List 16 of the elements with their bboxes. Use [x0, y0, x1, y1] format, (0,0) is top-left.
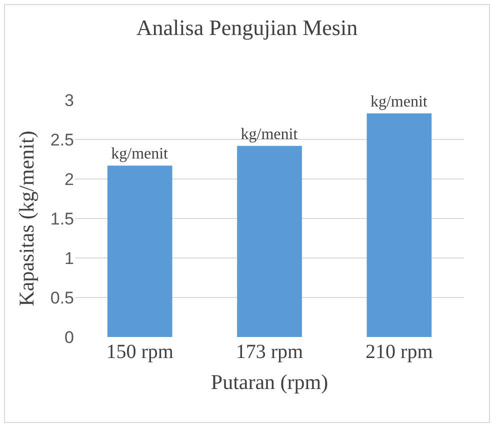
y-tick-label: 2	[64, 170, 74, 189]
x-tick-label: 173 rpm	[236, 341, 304, 363]
y-tick-label: 0.5	[50, 288, 74, 308]
chart-title: Analisa Pengujian Mesin	[136, 14, 358, 40]
x-tick-label: 210 rpm	[366, 341, 434, 363]
data-label: kg/menit	[240, 126, 298, 143]
x-axis-title: Putaran (rpm)	[210, 370, 328, 394]
y-tick-label: 2.5	[50, 130, 74, 150]
data-label: kg/menit	[370, 93, 428, 110]
y-tick-label: 1.5	[50, 209, 74, 228]
y-tick-label: 3	[64, 90, 74, 110]
y-axis-title: Kapasitas (kg/menit)	[14, 130, 39, 306]
y-tick-label: 0	[64, 328, 74, 347]
x-tick-label: 150 rpm	[106, 341, 174, 363]
y-tick-label: 1	[64, 248, 74, 268]
data-label: kg/menit	[111, 146, 169, 163]
